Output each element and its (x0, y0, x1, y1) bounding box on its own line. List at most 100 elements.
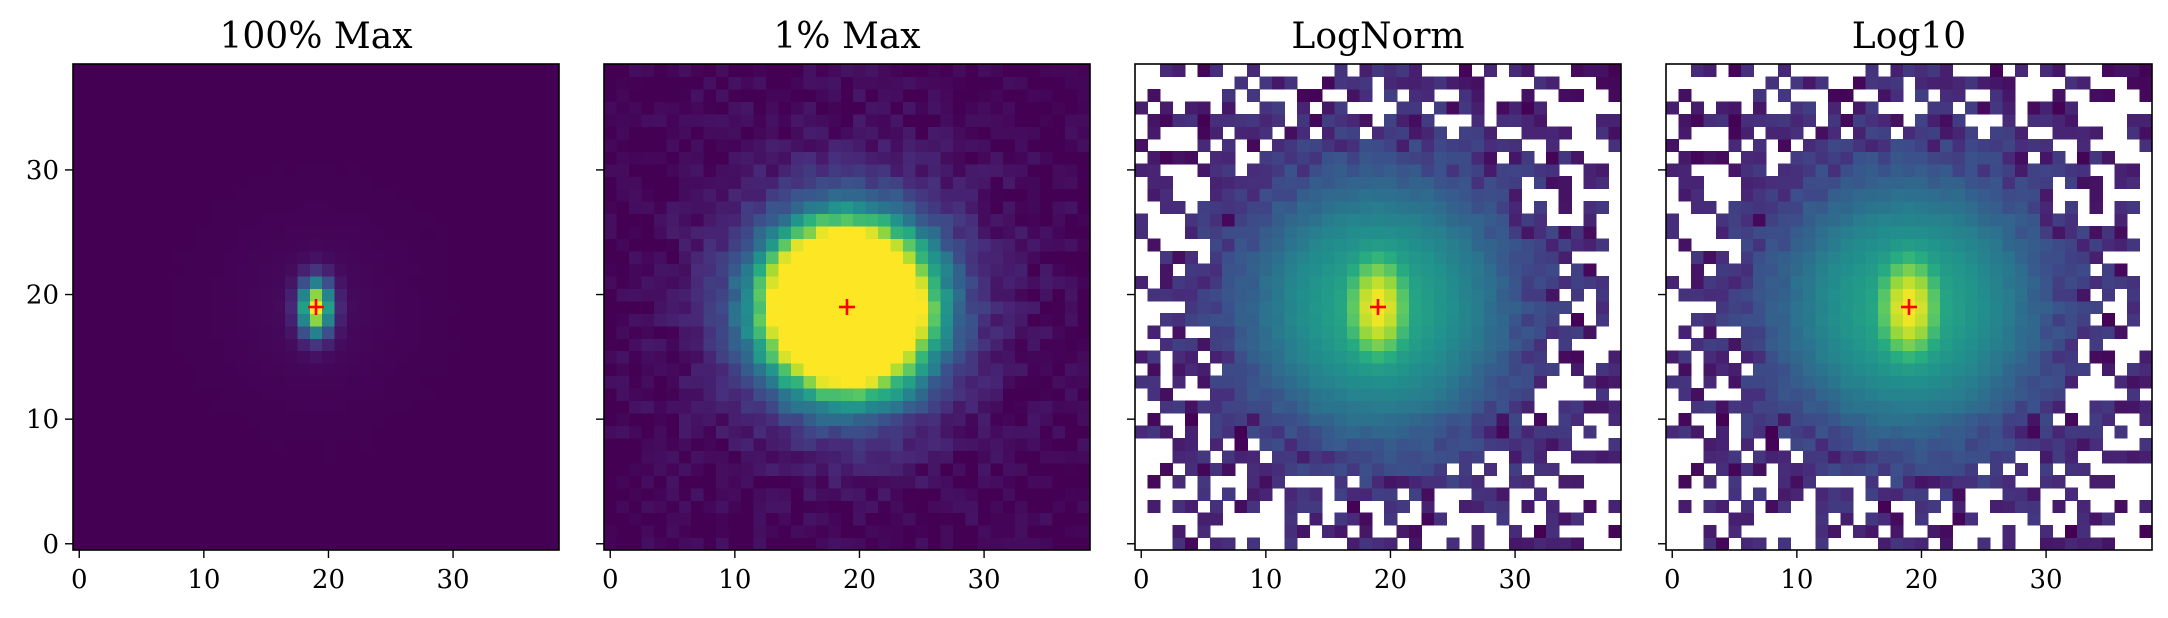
heatmap-cell (1027, 88, 1041, 102)
heatmap-cell (172, 226, 186, 240)
heatmap-cell (691, 163, 705, 177)
heatmap-cell (1284, 313, 1298, 327)
heatmap-cell (678, 475, 692, 489)
heatmap-cell (1803, 313, 1817, 327)
heatmap-cell (815, 537, 829, 551)
heatmap-cell (172, 76, 186, 90)
heatmap-cell (110, 313, 124, 327)
heatmap-cell (334, 350, 348, 364)
heatmap-cell (666, 300, 680, 314)
heatmap-cell (1865, 350, 1879, 364)
heatmap-cell (990, 400, 1004, 414)
heatmap-cell (1209, 176, 1223, 190)
heatmap-cell (915, 263, 929, 277)
heatmap-cell (110, 525, 124, 539)
heatmap-cell (1135, 226, 1149, 240)
heatmap-cell (322, 487, 336, 501)
heatmap-cell (1371, 64, 1385, 78)
heatmap-cell (790, 64, 804, 78)
heatmap-cell (1740, 238, 1754, 252)
heatmap-cell (1740, 462, 1754, 476)
heatmap-cell (1521, 425, 1535, 439)
heatmap-cell (421, 512, 435, 526)
heatmap-cell (222, 400, 236, 414)
heatmap-cell (297, 425, 311, 439)
heatmap-cell (815, 126, 829, 140)
heatmap-cell (1728, 525, 1742, 539)
heatmap-cell (2102, 363, 2116, 377)
heatmap-cell (853, 101, 867, 115)
heatmap-cell (1533, 363, 1547, 377)
heatmap-cell (1571, 363, 1585, 377)
heatmap-cell (628, 512, 642, 526)
heatmap-cell (1234, 350, 1248, 364)
heatmap-cell (1471, 487, 1485, 501)
heatmap-cell (322, 450, 336, 464)
heatmap-cell (496, 350, 510, 364)
heatmap-cell (1247, 64, 1261, 78)
heatmap-cell (1135, 375, 1149, 389)
heatmap-cell (1596, 64, 1610, 78)
heatmap-cell (1321, 388, 1335, 402)
heatmap-cell (1371, 213, 1385, 227)
heatmap-cell (1172, 437, 1186, 451)
heatmap-cell (1234, 363, 1248, 377)
heatmap-cell (790, 151, 804, 165)
heatmap-cell (272, 113, 286, 127)
heatmap-cell (753, 163, 767, 177)
heatmap-cell (534, 412, 548, 426)
heatmap-cell (977, 126, 991, 140)
heatmap-cell (1715, 450, 1729, 464)
heatmap-cell (1940, 450, 1954, 464)
heatmap-cell (1521, 275, 1535, 289)
heatmap-cell (210, 375, 224, 389)
heatmap-cell (1952, 288, 1966, 302)
heatmap-cell (1234, 213, 1248, 227)
heatmap-cell (1222, 462, 1236, 476)
heatmap-cell (1571, 275, 1585, 289)
heatmap-cell (2089, 250, 2103, 264)
heatmap-cell (1496, 138, 1510, 152)
heatmap-cell (1272, 151, 1286, 165)
heatmap-cell (803, 537, 817, 551)
heatmap-cell (803, 76, 817, 90)
heatmap-cell (1027, 300, 1041, 314)
heatmap-cell (903, 275, 917, 289)
heatmap-cell (347, 475, 361, 489)
heatmap-cell (85, 462, 99, 476)
heatmap-cell (1052, 113, 1066, 127)
heatmap-cell (284, 437, 298, 451)
heatmap-cell (641, 325, 655, 339)
heatmap-cell (691, 176, 705, 190)
heatmap-cell (604, 525, 618, 539)
heatmap-cell (284, 288, 298, 302)
heatmap-cell (1952, 226, 1966, 240)
heatmap-cell (1459, 101, 1473, 115)
heatmap-cell (1396, 275, 1410, 289)
heatmap-cell (484, 151, 498, 165)
heatmap-cell (1546, 226, 1560, 240)
heatmap-cell (1890, 226, 1904, 240)
heatmap-cell (703, 313, 717, 327)
heatmap-cell (803, 500, 817, 514)
heatmap-cell (496, 201, 510, 215)
heatmap-cell (1065, 350, 1079, 364)
heatmap-cell (197, 425, 211, 439)
heatmap-cell (1840, 288, 1854, 302)
heatmap-cell (1309, 188, 1323, 202)
heatmap-cell (1828, 437, 1842, 451)
heatmap-cell (1715, 288, 1729, 302)
heatmap-cell (1184, 313, 1198, 327)
heatmap-cell (185, 487, 199, 501)
heatmap-cell (1765, 350, 1779, 364)
heatmap-cell (803, 512, 817, 526)
heatmap-cell (73, 338, 87, 352)
heatmap-cell (284, 375, 298, 389)
heatmap-cell (604, 475, 618, 489)
heatmap-cell (471, 138, 485, 152)
heatmap-cell (604, 300, 618, 314)
heatmap-cell (1409, 400, 1423, 414)
heatmap-cell (1321, 138, 1335, 152)
heatmap-cell (2064, 238, 2078, 252)
heatmap-cell (110, 188, 124, 202)
